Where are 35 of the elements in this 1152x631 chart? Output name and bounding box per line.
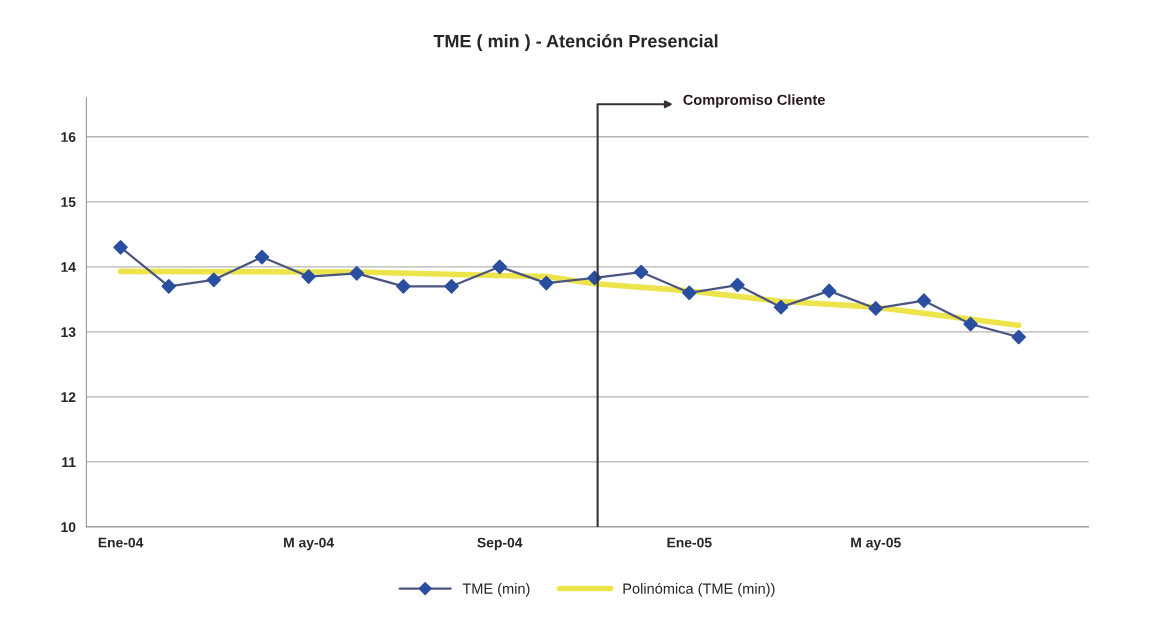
point — [206, 272, 222, 288]
point — [773, 299, 789, 315]
point — [301, 269, 316, 284]
point — [682, 285, 697, 301]
point — [916, 293, 932, 308]
y-tick-label: 11 — [62, 457, 76, 467]
x-tick-label: Sep-04 — [477, 537, 523, 551]
point — [730, 277, 745, 293]
point — [254, 249, 270, 265]
y-tick-label: 14 — [61, 262, 76, 272]
chart-title: TME ( min ) - Atención Presencial — [433, 34, 718, 52]
x-tick-label: M ay-05 — [851, 537, 901, 551]
point — [1011, 329, 1026, 345]
y-tick-label: 13 — [61, 327, 76, 338]
legend-label: Polinómica (TME (min)) — [623, 582, 775, 597]
point — [444, 279, 459, 294]
x-tick-label: Ene-04 — [98, 537, 144, 548]
point — [868, 301, 884, 316]
y-tick-label: 16 — [61, 132, 76, 142]
point — [963, 316, 978, 332]
point — [349, 266, 365, 281]
legend-label: TME (min) — [462, 583, 530, 597]
y-tick-label: 10 — [61, 522, 76, 533]
point — [539, 275, 554, 291]
point — [633, 264, 649, 280]
point — [113, 240, 128, 255]
point — [161, 279, 177, 294]
ref-line-label: Compromiso Cliente — [683, 94, 825, 108]
y-tick-label: 12 — [61, 392, 76, 402]
x-tick-label: M ay-04 — [284, 537, 335, 551]
y-tick-label: 15 — [61, 197, 76, 207]
point — [821, 283, 837, 299]
x-tick-label: Ene-05 — [667, 537, 712, 548]
point — [396, 279, 411, 294]
point — [492, 259, 508, 275]
